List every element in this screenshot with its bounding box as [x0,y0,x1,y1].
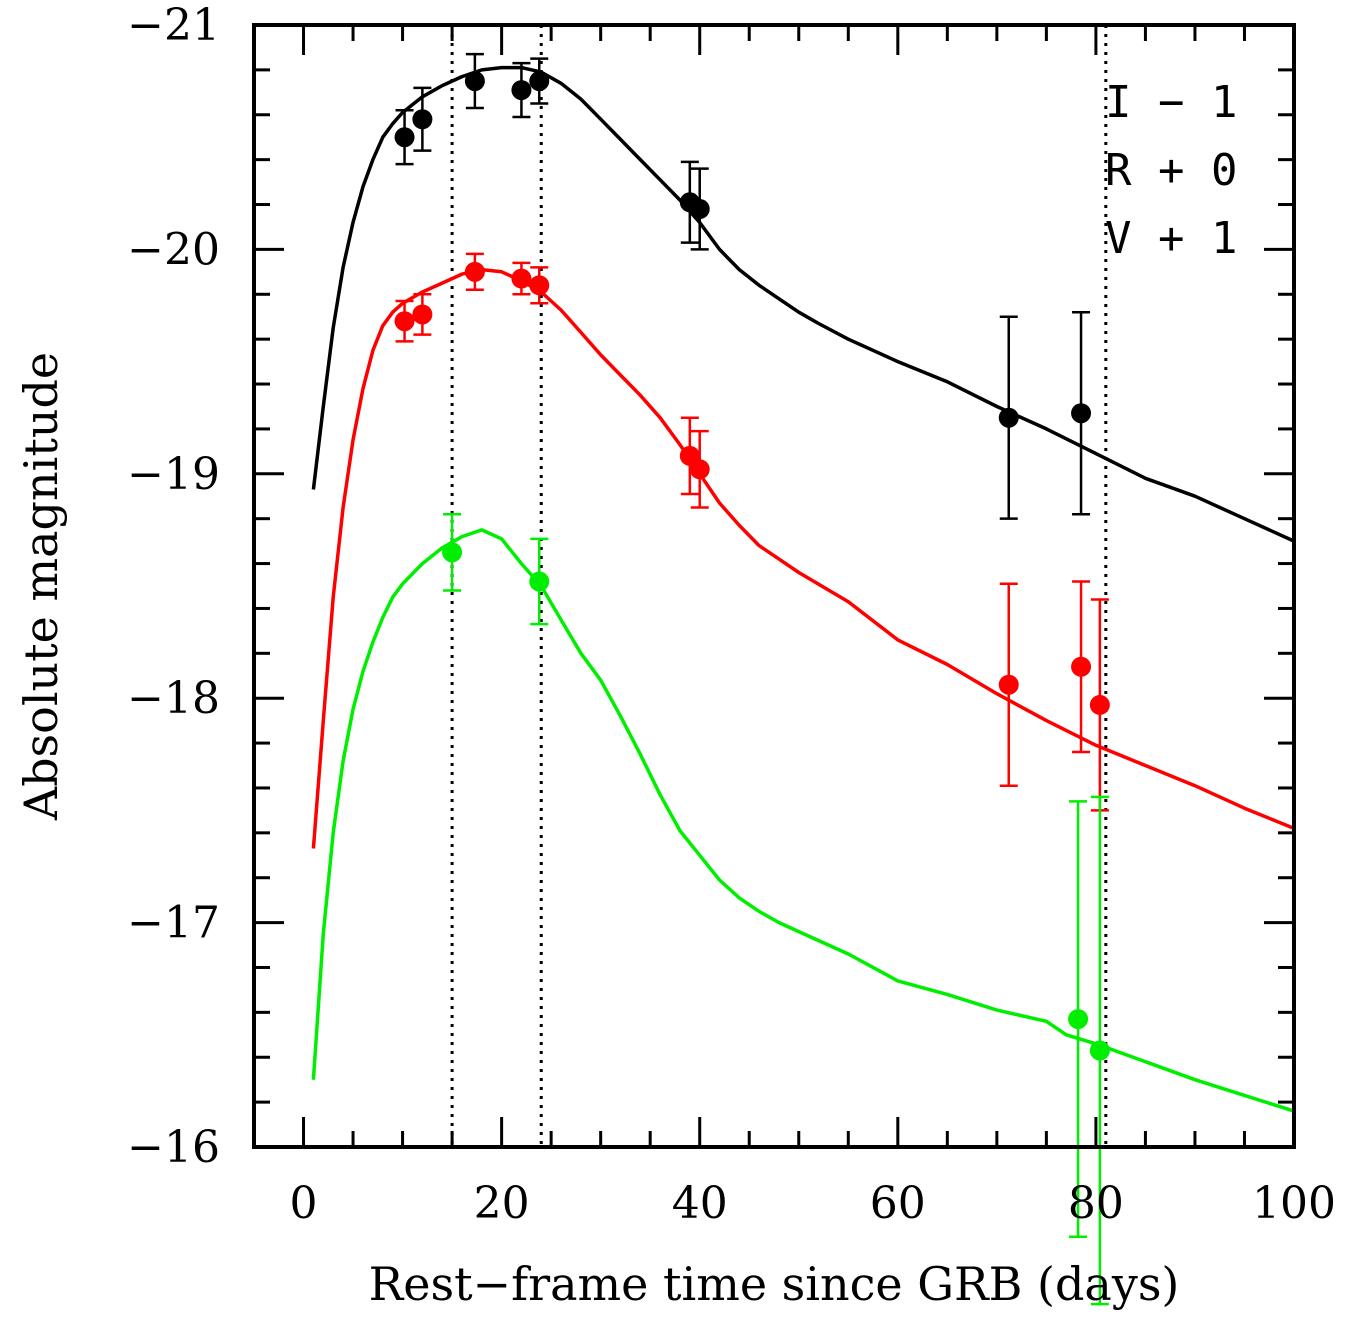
legend-item-v: V + 1 [1105,213,1237,264]
y-tick-label-4: −17 [127,898,220,949]
x-tick-label-20: 20 [474,1178,530,1229]
y-tick-labels: −21 −20 −19 −18 −17 −16 [127,0,220,1173]
y-axis-title: Absolute magnitude [14,352,68,821]
x-tick-label-100: 100 [1252,1178,1336,1229]
data-point-0-8 [1071,403,1092,424]
axis-ticks [254,23,1296,1149]
legend-item-i: I − 1 [1105,77,1237,128]
series-line-1 [311,267,1295,849]
data-point-0-4 [529,71,550,92]
data-point-2-0 [442,542,463,563]
data-point-1-6 [689,459,710,480]
data-point-2-2 [1068,1009,1089,1030]
x-axis-title: Rest−frame time since GRB (days) [369,1257,1180,1311]
data-point-0-7 [998,407,1019,428]
data-point-1-2 [464,261,485,282]
data-point-2-3 [1089,1040,1110,1061]
y-tick-label-0: −21 [127,0,220,51]
series-line-0 [311,65,1295,543]
plot-content [311,25,1295,1306]
x-tick-label-60: 60 [870,1178,926,1229]
y-tick-label-3: −18 [127,673,220,724]
data-point-1-1 [412,304,433,325]
series-0 [311,52,1295,543]
y-tick-label-2: −19 [127,449,220,500]
x-tick-label-80: 80 [1068,1178,1124,1229]
data-point-1-0 [394,311,415,332]
series-2 [311,512,1295,1306]
x-tick-label-0: 0 [290,1178,318,1229]
legend: I − 1 R + 0 V + 1 [1105,77,1237,264]
series-line-2 [311,528,1295,1113]
x-tick-label-40: 40 [672,1178,728,1229]
data-point-0-1 [412,109,433,130]
data-point-0-6 [689,199,710,220]
data-point-0-0 [394,127,415,148]
data-point-1-8 [1071,656,1092,677]
data-point-1-7 [998,674,1019,695]
data-point-0-3 [511,80,532,101]
legend-item-r: R + 0 [1105,145,1237,196]
y-tick-label-5: −16 [127,1122,220,1173]
data-point-1-4 [529,275,550,296]
series-1 [311,252,1295,849]
y-tick-label-1: −20 [127,224,220,275]
plot-frame [252,23,1296,1149]
data-point-1-3 [511,268,532,289]
x-tick-labels: 0 20 40 60 80 100 [290,1178,1336,1229]
data-point-1-9 [1089,694,1110,715]
data-point-0-2 [464,71,485,92]
data-point-2-1 [529,571,550,592]
